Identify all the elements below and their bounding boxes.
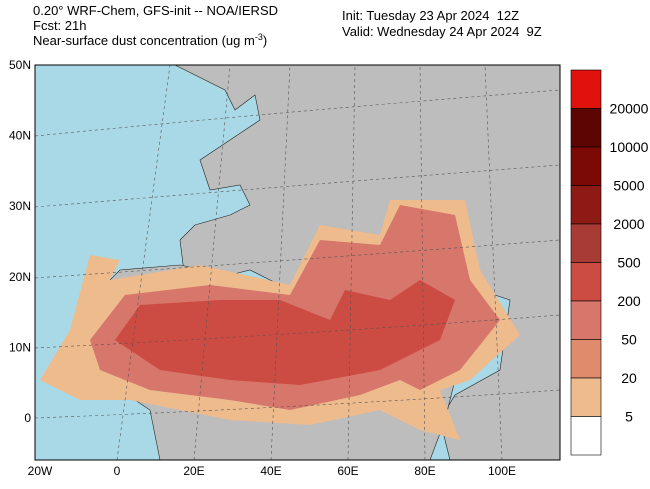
lon-label: 80E (414, 464, 435, 478)
lon-label: 60E (337, 464, 358, 478)
title: 0.20° WRF-Chem, GFS-init -- NOA/IERSD (33, 3, 278, 18)
forecast: Fcst: 21h (33, 18, 86, 33)
colorbar-label: 10000 (610, 139, 649, 155)
colorbar-box (570, 262, 602, 302)
colorbar-label: 2000 (613, 216, 644, 232)
colorbar-label: 20000 (610, 101, 649, 117)
lon-labels: 20W 0 20E 40E 60E 80E 100E (28, 464, 516, 478)
lon-label: 100E (488, 464, 516, 478)
graticule (35, 65, 560, 460)
lat-label: 30N (9, 199, 31, 213)
colorbar-box (570, 108, 602, 148)
colorbar-label: 500 (617, 255, 641, 271)
colorbar-label: 50 (621, 332, 637, 348)
lat-labels: 50N 40N 30N 20N 10N 0 (9, 58, 31, 425)
colorbar-box (570, 185, 602, 225)
lat-label: 50N (9, 58, 31, 72)
variable-end: ) (263, 33, 267, 48)
lat-label: 0 (24, 411, 31, 425)
colorbar-label: 5 (625, 409, 633, 425)
colorbar-box (570, 339, 602, 379)
map-frame (34, 64, 561, 461)
variable-text: Near-surface dust concentration (ug m (33, 33, 255, 48)
lon-label: 20W (28, 464, 53, 478)
lat-label: 20N (9, 270, 31, 284)
lon-label: 40E (260, 464, 281, 478)
map: 50N 40N 30N 20N 10N 0 20W 0 20E 40E 60E 80E 100E (9, 58, 561, 478)
lon-label: 20E (183, 464, 204, 478)
colorbar-box (570, 377, 602, 417)
colorbar-box (570, 300, 602, 340)
lat-label: 10N (9, 340, 31, 354)
colorbar: 20000 10000 5000 2000 500 200 50 20 5 (570, 69, 649, 456)
valid-time: Valid: Wednesday 24 Apr 2024 9Z (342, 24, 542, 39)
dust-high (115, 280, 455, 385)
lon-label: 0 (114, 464, 121, 478)
colorbar-box (570, 69, 602, 109)
lat-label: 40N (9, 129, 31, 143)
colorbar-box (570, 416, 602, 456)
colorbar-label: 5000 (613, 178, 644, 194)
colorbar-box (570, 146, 602, 186)
init-time: Init: Tuesday 23 Apr 2024 12Z (342, 8, 519, 23)
variable: Near-surface dust concentration (ug m-3) (33, 32, 267, 48)
colorbar-label: 200 (617, 293, 641, 309)
colorbar-label: 20 (621, 370, 637, 386)
unit-exponent: -3 (255, 32, 263, 42)
colorbar-box (570, 223, 602, 263)
